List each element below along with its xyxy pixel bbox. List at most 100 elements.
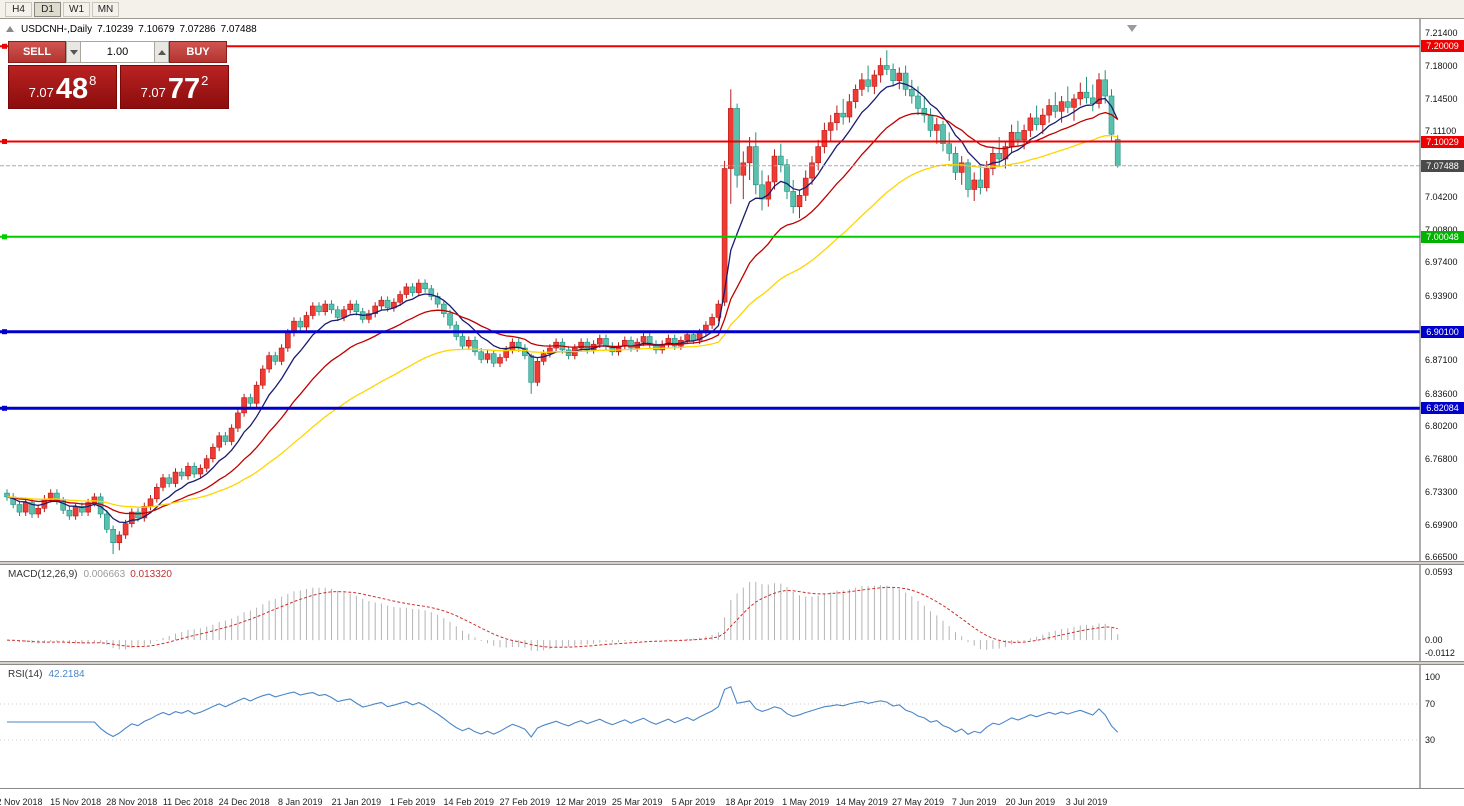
time-tick-label: 27 Feb 2019 — [499, 797, 551, 806]
one-click-controls-row: SELL BUY — [8, 41, 229, 63]
sell-price-point: 8 — [89, 73, 97, 88]
price-tick-label: 6.66500 — [1425, 552, 1458, 562]
macd-label: MACD(12,26,9) 0.006663 0.013320 — [8, 569, 172, 580]
time-tick-label: 2 Nov 2018 — [0, 797, 43, 806]
macd-tick-label: 0.00 — [1425, 635, 1443, 646]
time-tick-label: 25 Mar 2019 — [611, 797, 663, 806]
line-handle[interactable] — [2, 234, 7, 240]
price-badge: 6.90100 — [1421, 325, 1464, 338]
time-tick-label: 14 May 2019 — [835, 797, 888, 806]
one-click-prices-row: 7.07 48 8 7.07 77 2 — [8, 65, 229, 109]
price-badge: 7.10029 — [1421, 135, 1464, 148]
price-tick-label: 6.76800 — [1425, 453, 1458, 464]
time-tick-label: 5 Apr 2019 — [671, 797, 716, 806]
macd-axis: 0.0593 0.00 -0.0112 — [1421, 565, 1464, 661]
macd-tick-label: 0.0593 — [1425, 567, 1453, 577]
moving-averages — [6, 82, 1119, 524]
volume-input[interactable] — [81, 41, 154, 63]
ohlc-close-value: 7.07488 — [220, 24, 257, 35]
macd-name: MACD(12,26,9) — [8, 569, 78, 580]
buy-button[interactable]: BUY — [169, 41, 227, 63]
time-tick-label: 11 Dec 2018 — [162, 797, 214, 806]
buy-price-point: 2 — [201, 73, 209, 88]
time-tick-label: 24 Dec 2018 — [218, 797, 270, 806]
time-tick-label: 28 Nov 2018 — [106, 797, 158, 806]
time-tick-label: 15 Nov 2018 — [50, 797, 102, 806]
macd-signal-value: 0.013320 — [130, 569, 172, 580]
price-badge: 7.20009 — [1421, 40, 1464, 53]
macd-canvas[interactable] — [0, 565, 1464, 661]
timeframe-toolbar: H4 D1 W1 MN — [0, 0, 1464, 19]
ohlc-high-value: 7.10679 — [138, 24, 175, 35]
rsi-canvas[interactable] — [0, 665, 1464, 788]
timeframe-button-d1[interactable]: D1 — [34, 1, 61, 17]
one-click-collapse-icon[interactable] — [6, 26, 14, 32]
price-tick-label: 6.80200 — [1425, 421, 1458, 432]
timeframe-button-mn[interactable]: MN — [92, 1, 119, 17]
macd-signal-line — [6, 586, 1118, 648]
chart-symbol-period: USDCNH-,Daily — [21, 24, 93, 35]
buy-price-display[interactable]: 7.07 77 2 — [120, 65, 229, 109]
time-tick-label: 20 Jun 2019 — [1005, 797, 1056, 806]
rsi-value: 42.2184 — [48, 669, 85, 680]
price-badge: 7.07488 — [1421, 159, 1464, 172]
volume-increase-button[interactable] — [154, 41, 169, 63]
panel-separator[interactable] — [0, 661, 1464, 665]
rsi-line — [7, 685, 1119, 738]
line-handle[interactable] — [2, 139, 7, 144]
price-tick-label: 6.93900 — [1425, 290, 1458, 301]
triangle-down-icon — [69, 49, 78, 55]
ohlc-open-value: 7.10239 — [97, 24, 134, 35]
price-chart-canvas[interactable] — [0, 19, 1464, 561]
rsi-panel: RSI(14) 42.2184 100 70 30 — [0, 665, 1464, 788]
ohlc-low-value: 7.07286 — [179, 24, 216, 35]
sell-button[interactable]: SELL — [8, 41, 66, 63]
timeframe-button-h4[interactable]: H4 — [5, 1, 32, 17]
time-axis[interactable]: 2 Nov 2018 15 Nov 2018 28 Nov 2018 11 Dec 2… — [0, 788, 1464, 806]
price-tick-label: 7.04200 — [1425, 192, 1458, 203]
rsi-tick-label: 30 — [1425, 735, 1436, 745]
macd-histogram — [12, 582, 1119, 651]
line-handle[interactable] — [2, 405, 7, 411]
buy-price-pips: 77 — [167, 73, 201, 105]
macd-main-value: 0.006663 — [83, 569, 126, 580]
line-handle[interactable] — [2, 43, 7, 49]
price-tick-label: 7.14500 — [1425, 93, 1458, 104]
price-tick-label: 6.69900 — [1425, 519, 1458, 530]
time-tick-label: 12 Mar 2019 — [555, 797, 607, 806]
price-badge: 7.00048 — [1421, 230, 1464, 243]
price-tick-label: 6.97400 — [1425, 257, 1458, 268]
time-tick-label: 7 Jun 2019 — [951, 797, 997, 806]
time-tick-label: 3 Jul 2019 — [1065, 797, 1108, 806]
panel-separator[interactable] — [0, 561, 1464, 565]
time-tick-label: 21 Jan 2019 — [331, 797, 382, 806]
price-chart-panel: USDCNH-,Daily 7.10239 7.10679 7.07286 7.0748… — [0, 19, 1464, 562]
rsi-label: RSI(14) 42.2184 — [8, 669, 85, 680]
line-handle[interactable] — [2, 329, 7, 335]
time-tick-label: 1 Feb 2019 — [389, 797, 436, 806]
timeframe-button-w1[interactable]: W1 — [63, 1, 90, 17]
price-tick-label: 6.73300 — [1425, 487, 1458, 498]
time-tick-label: 14 Feb 2019 — [443, 797, 495, 806]
chart-shift-marker[interactable] — [1127, 25, 1137, 32]
price-tick-label: 7.00800 — [1425, 224, 1458, 235]
buy-price-prefix: 7.07 — [140, 85, 166, 100]
sell-price-display[interactable]: 7.07 48 8 — [8, 65, 117, 109]
price-badge: 6.82084 — [1421, 402, 1464, 415]
rsi-tick-label: 100 — [1425, 672, 1441, 682]
rsi-tick-label: 70 — [1425, 699, 1436, 709]
volume-decrease-button[interactable] — [66, 41, 81, 63]
price-tick-label: 7.18000 — [1425, 60, 1458, 71]
macd-tick-label: -0.0112 — [1425, 648, 1455, 658]
time-tick-label: 8 Jan 2019 — [278, 797, 323, 806]
rsi-name: RSI(14) — [8, 669, 43, 680]
price-axis: 7.21400 7.18000 7.14500 7.11100 7.04200 7.008… — [1421, 19, 1464, 562]
time-tick-label: 18 Apr 2019 — [725, 797, 774, 806]
sell-price-prefix: 7.07 — [28, 85, 54, 100]
price-tick-label: 6.87100 — [1425, 355, 1458, 366]
time-tick-label: 27 May 2019 — [891, 797, 945, 806]
rsi-axis: 100 70 30 — [1421, 665, 1464, 788]
triangle-up-icon — [157, 49, 166, 55]
